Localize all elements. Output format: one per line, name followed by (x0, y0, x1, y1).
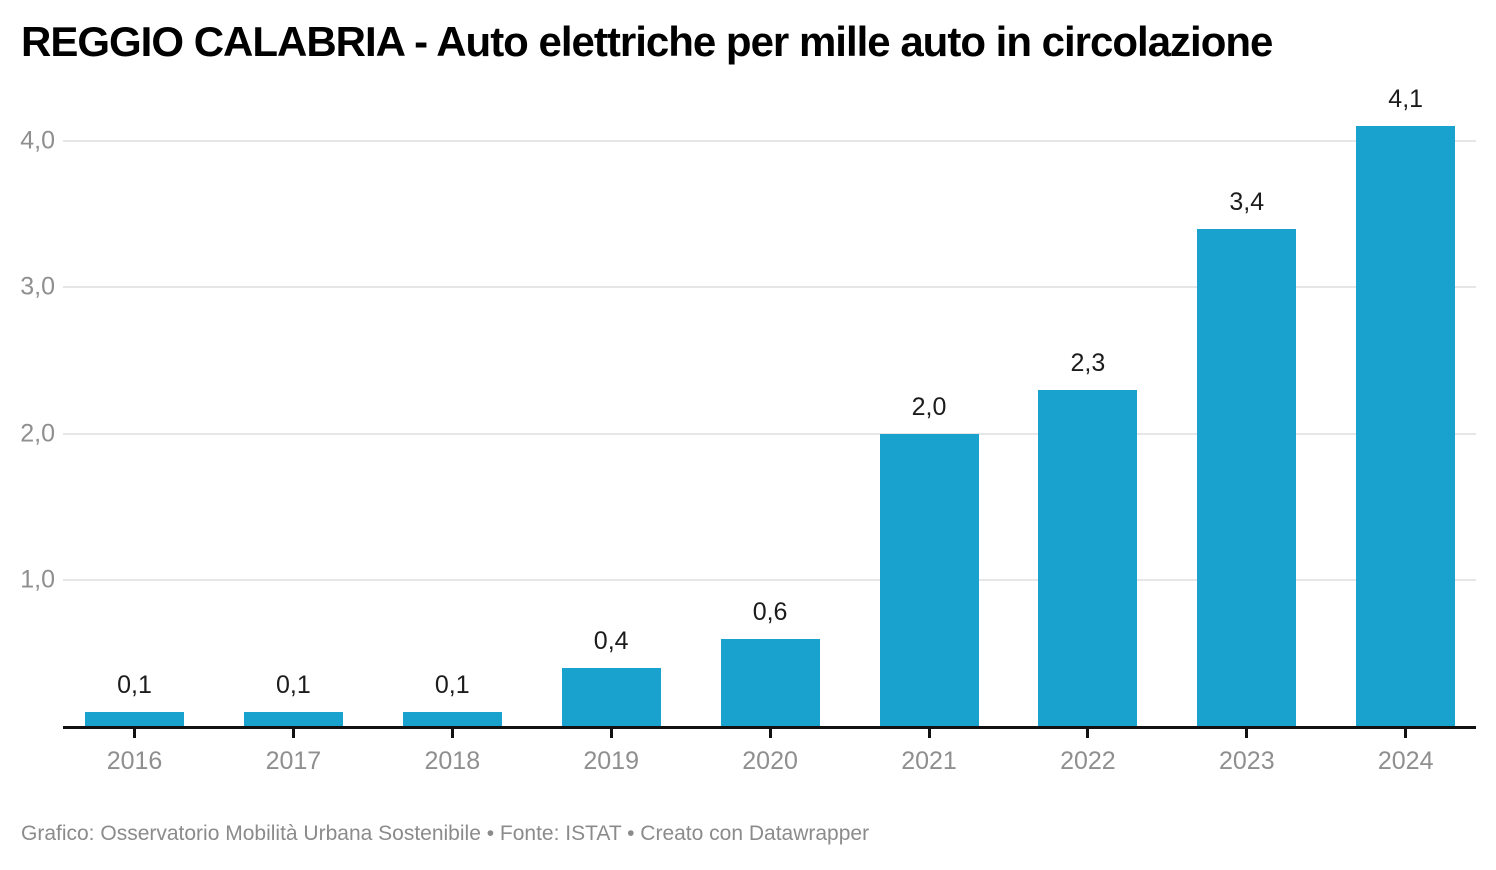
chart-footer: Grafico: Osservatorio Mobilità Urbana So… (21, 822, 870, 845)
bar-2024[interactable] (1356, 126, 1456, 727)
bar-value-label: 2,0 (911, 393, 947, 421)
x-axis-tick (1245, 729, 1249, 738)
bar-value-label: 4,1 (1388, 85, 1424, 113)
x-axis-tick (133, 729, 136, 738)
x-axis-baseline (63, 726, 1476, 729)
y-gridline (63, 432, 1476, 435)
bar-2017[interactable] (243, 712, 343, 727)
bar-value-label: 0,1 (434, 671, 470, 699)
x-axis-tick (927, 729, 931, 738)
bar-2023[interactable] (1197, 229, 1297, 727)
y-axis-tick-label: 1,0 (20, 565, 55, 594)
x-axis-tick-label: 2023 (1218, 747, 1275, 775)
y-gridline (63, 286, 1476, 289)
bar-2021[interactable] (879, 434, 979, 727)
x-axis-tick (291, 729, 295, 738)
x-axis-tick-label: 2022 (1060, 747, 1116, 775)
y-axis-tick-label: 3,0 (20, 272, 55, 301)
x-axis-tick-label: 2018 (424, 747, 481, 775)
bar-2016[interactable] (85, 712, 184, 727)
bar-2019[interactable] (561, 668, 661, 727)
y-axis-tick-label: 4,0 (20, 126, 55, 155)
x-axis-tick-label: 2024 (1377, 747, 1434, 775)
y-axis-tick-label: 2,0 (20, 419, 55, 448)
x-axis-tick-label: 2017 (265, 747, 322, 775)
bar-value-label: 0,1 (117, 671, 152, 699)
bar-value-label: 3,4 (1229, 188, 1265, 216)
bar-value-label: 0,6 (752, 598, 788, 626)
x-axis-tick (450, 729, 454, 738)
x-axis-tick-label: 2020 (742, 747, 798, 775)
x-axis-tick (768, 729, 772, 738)
y-gridline (63, 579, 1476, 582)
x-axis-tick-label: 2019 (583, 747, 639, 775)
y-gridline (63, 139, 1476, 142)
x-axis-tick (1086, 729, 1090, 738)
bar-2022[interactable] (1038, 390, 1138, 727)
bar-value-label: 0,1 (276, 671, 311, 699)
x-axis-tick (1404, 729, 1408, 738)
x-axis-tick-label: 2016 (106, 747, 163, 775)
bar-value-label: 0,4 (593, 627, 629, 655)
bar-2020[interactable] (720, 639, 820, 727)
bar-2018[interactable] (402, 712, 502, 727)
x-axis-tick-label: 2021 (901, 747, 957, 775)
chart-title: REGGIO CALABRIA - Auto elettriche per mi… (21, 18, 1273, 65)
x-axis-tick (609, 729, 613, 738)
bar-value-label: 2,3 (1070, 349, 1106, 377)
